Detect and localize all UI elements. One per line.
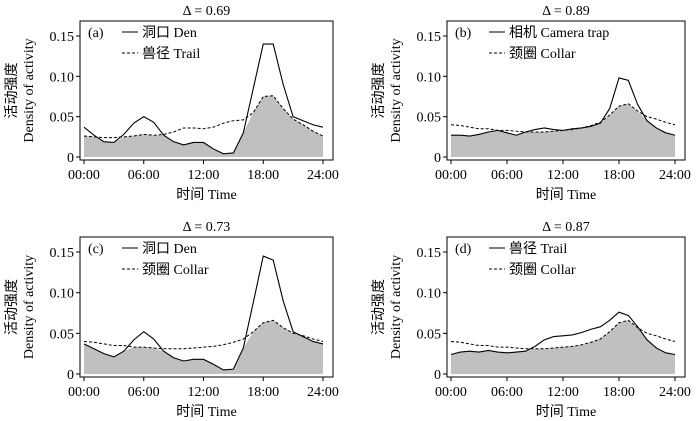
- panel-title: Δ = 0.87: [542, 220, 590, 235]
- y-tick-label: 0.05: [417, 327, 442, 342]
- x-tick-label: 00:00: [68, 168, 100, 183]
- x-tick-label: 18:00: [247, 385, 279, 400]
- y-tick-label: 0.15: [50, 30, 75, 45]
- series-line-0: [83, 255, 324, 371]
- legend-label-0: 兽径 Trail: [509, 241, 567, 257]
- series-line-1: [83, 319, 324, 350]
- y-tick-label: 0.05: [417, 111, 442, 126]
- x-tick-label: 06:00: [491, 385, 523, 400]
- legend-label-1: 颈圈 Collar: [509, 46, 576, 62]
- y-axis-label-en: Density of activity: [389, 38, 404, 142]
- panel-title: Δ = 0.69: [183, 4, 231, 19]
- x-tick-label: 24:00: [659, 168, 691, 183]
- panel-label: (c): [88, 242, 104, 257]
- x-axis-label: 时间 Time: [176, 187, 237, 203]
- x-tick-label: 06:00: [128, 168, 160, 183]
- y-tick-label: 0.15: [50, 246, 75, 261]
- plot-frame: [79, 20, 334, 161]
- x-tick-label: 24:00: [307, 168, 339, 183]
- y-tick-label: 0.10: [50, 70, 75, 85]
- y-axis-label-en: Density of activity: [389, 255, 404, 359]
- series-line-1: [83, 95, 324, 139]
- y-tick-label: 0.05: [50, 327, 75, 342]
- x-tick-label: 24:00: [307, 385, 339, 400]
- series-line-1: [450, 319, 676, 350]
- series-line-1: [450, 103, 676, 133]
- x-tick-label: 12:00: [188, 385, 220, 400]
- y-tick-label: 0: [434, 368, 441, 383]
- x-axis-label: 时间 Time: [176, 404, 237, 420]
- legend-label-0: 洞口 Den: [142, 25, 197, 41]
- x-tick-label: 18:00: [603, 385, 635, 400]
- legend-label-1: 颈圈 Collar: [509, 262, 576, 278]
- x-tick-label: 18:00: [247, 168, 279, 183]
- series-line-0: [450, 311, 676, 356]
- overlap-area: [84, 320, 323, 374]
- x-tick-label: 06:00: [491, 168, 523, 183]
- y-tick-label: 0.10: [417, 287, 442, 302]
- y-tick-label: 0.15: [417, 246, 442, 261]
- plot-frame: [446, 20, 686, 161]
- plot-frame: [79, 236, 334, 378]
- y-axis-label-en: Density of activity: [22, 255, 37, 359]
- x-tick-label: 12:00: [547, 385, 579, 400]
- series-line-0: [83, 43, 324, 155]
- panel-label: (d): [455, 242, 472, 257]
- plot-frame: [446, 236, 686, 378]
- y-axis-label-cn: 活动强度: [4, 279, 20, 335]
- y-tick-label: 0: [67, 368, 74, 383]
- panel-label: (a): [88, 26, 104, 41]
- x-tick-label: 00:00: [68, 385, 100, 400]
- overlap-area: [84, 95, 323, 157]
- panel-title: Δ = 0.89: [542, 4, 590, 19]
- legend-label-1: 兽径 Trail: [142, 46, 200, 62]
- panel-3: 0 0.05 0.10 0.15 00:00 06:00 12:00 18:00 24:00 Δ …: [371, 220, 691, 420]
- panel-1: 0 0.05 0.10 0.15 00:00 06:00 12:00 18:00 24:00 Δ …: [371, 4, 691, 203]
- legend-label-0: 洞口 Den: [142, 241, 197, 257]
- x-tick-label: 00:00: [435, 168, 467, 183]
- x-tick-label: 12:00: [188, 168, 220, 183]
- y-tick-label: 0.15: [417, 30, 442, 45]
- x-tick-label: 00:00: [435, 385, 467, 400]
- y-axis-label-cn: 活动强度: [4, 63, 20, 119]
- legend-label-0: 相机 Camera trap: [509, 25, 609, 41]
- y-axis-label-cn: 活动强度: [371, 279, 387, 335]
- panel-0: 0 0.05 0.10 0.15 00:00 06:00 12:00 18:00 24:00 Δ …: [4, 4, 339, 203]
- y-tick-label: 0: [67, 151, 74, 166]
- x-tick-label: 24:00: [659, 385, 691, 400]
- x-tick-label: 18:00: [603, 168, 635, 183]
- x-tick-label: 12:00: [547, 168, 579, 183]
- panel-2: 0 0.05 0.10 0.15 00:00 06:00 12:00 18:00 24:00 Δ …: [4, 220, 339, 420]
- x-axis-label: 时间 Time: [536, 187, 597, 203]
- x-tick-label: 06:00: [128, 385, 160, 400]
- panel-title: Δ = 0.73: [183, 220, 231, 235]
- legend-label-1: 颈圈 Collar: [142, 262, 209, 278]
- y-tick-label: 0.05: [50, 111, 75, 126]
- x-axis-label: 时间 Time: [536, 404, 597, 420]
- y-tick-label: 0: [434, 151, 441, 166]
- y-tick-label: 0.10: [50, 287, 75, 302]
- panel-label: (b): [455, 26, 472, 41]
- y-axis-label-en: Density of activity: [22, 38, 37, 142]
- y-tick-label: 0.10: [417, 70, 442, 85]
- y-axis-label-cn: 活动强度: [371, 63, 387, 119]
